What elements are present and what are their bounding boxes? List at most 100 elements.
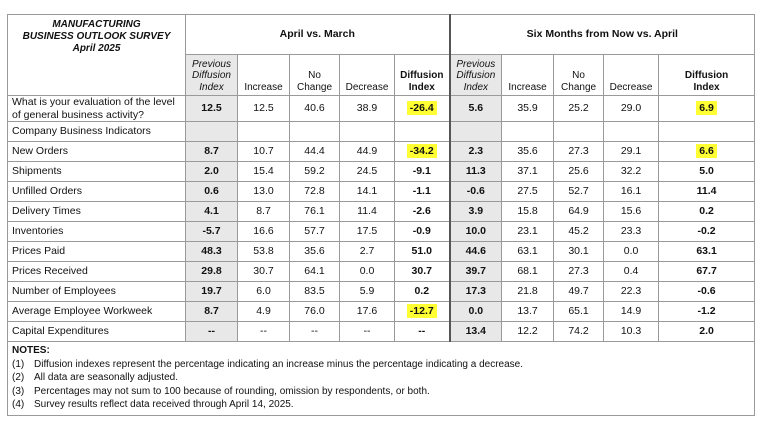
empty-cell [553,121,605,142]
cell-value: -- [363,325,371,338]
data-cell: 15.4 [237,161,290,182]
col-header-line: Diffusion [684,70,729,81]
data-cell: 0.2 [393,281,451,302]
data-cell: 22.3 [603,281,660,302]
col-increase-future: Increase [501,54,555,96]
empty-cell [658,121,756,142]
cell-value: 5.0 [699,165,714,178]
data-cell: 23.3 [603,221,660,242]
group-header-future: Six Months from Now vs. April [448,14,756,55]
cell-value: 10.7 [253,145,274,158]
notes-list: (1) Diffusion indexes represent the perce… [12,358,750,412]
cell-value: 30.7 [411,265,432,278]
data-cell: 39.7 [448,261,503,282]
data-cell: 16.1 [603,181,660,202]
data-cell: 13.0 [237,181,290,202]
cell-value: 19.7 [201,285,222,298]
notes-block: NOTES: (1) Diffusion indexes represent th… [6,341,756,416]
cell-value: 29.1 [620,145,642,158]
data-cell: 0.2 [658,201,756,222]
cell-value: 13.4 [465,325,487,338]
table-row: New Orders 8.7 10.7 44.4 44.9 -34.2 2.3 35.6 27.… [7,141,756,162]
cell-value: 44.9 [356,145,378,158]
data-cell: 0.4 [603,261,660,282]
cell-value: 0.0 [468,305,484,318]
cell-value: 2.0 [699,325,714,338]
data-cell: 29.1 [603,141,660,162]
cell-value: -- [260,325,267,338]
data-cell: 25.6 [553,161,605,182]
cell-value: 2.7 [359,245,375,258]
data-cell: 0.6 [185,181,238,202]
data-cell: -12.7 [393,301,451,322]
data-cell: 8.7 [185,301,238,322]
col-no-change-future: No Change [553,54,605,96]
col-diffusion-future: Diffusion Index [658,54,756,96]
col-header-line: No [308,70,321,81]
row-label-line: of general business activity? [12,108,144,121]
data-cell: 15.8 [501,201,555,222]
cell-value: 30.1 [568,245,589,258]
note-number: (4) [12,399,25,410]
table-row: Prices Paid 48.3 53.8 35.6 2.7 51.0 44.6 63.1 30… [7,241,756,262]
cell-value: -12.7 [406,304,437,319]
cell-value: 11.4 [696,185,717,198]
data-cell: 67.7 [658,261,756,282]
data-cell: 5.6 [448,95,503,122]
data-cell: 13.7 [501,301,555,322]
cell-value: 74.2 [568,325,589,338]
data-cell: 27.5 [501,181,555,202]
data-cell: 27.3 [553,261,605,282]
cell-value: 76.1 [304,205,325,218]
cell-value: 15.8 [517,205,538,218]
data-cell: 2.0 [185,161,238,182]
survey-table-body: What is your evaluation of the level of … [7,95,756,342]
cell-value: 49.7 [568,285,589,298]
data-cell: 63.1 [658,241,756,262]
data-cell: -2.6 [393,201,451,222]
table-row: Inventories -5.7 16.6 57.7 17.5 -0.9 10.0 23.1 4… [7,221,756,242]
row-label: What is your evaluation of the level of … [7,95,186,122]
data-cell: -0.9 [393,221,451,242]
table-row: Delivery Times 4.1 8.7 76.1 11.4 -2.6 3.9 15.8 6… [7,201,756,222]
empty-cell [603,121,660,142]
data-cell: 40.6 [289,95,340,122]
data-cell: 2.3 [448,141,503,162]
note-number: (1) [12,358,25,370]
data-cell: 35.6 [289,241,340,262]
data-cell: 64.1 [289,261,340,282]
cell-value: 8.7 [204,305,219,318]
data-cell: 5.0 [658,161,756,182]
cell-value: 0.6 [204,185,219,198]
cell-value: -26.4 [406,101,437,116]
cell-value: 0.2 [699,205,714,218]
col-decrease: Decrease [339,54,395,96]
cell-value: 17.3 [465,285,487,298]
cell-value: 4.9 [256,305,271,318]
cell-value: 15.4 [253,165,274,178]
data-cell: 30.1 [553,241,605,262]
data-cell: 0.0 [339,261,395,282]
cell-value: -- [208,325,215,338]
cell-value: 39.7 [465,265,487,278]
cell-value: 2.0 [204,165,219,178]
data-cell: 45.2 [553,221,605,242]
data-cell: 13.4 [448,321,503,342]
data-cell: 16.6 [237,221,290,242]
data-cell: 63.1 [501,241,555,262]
data-cell: -1.2 [658,301,756,322]
data-cell: 38.9 [339,95,395,122]
empty-cell [501,121,555,142]
data-cell: 76.0 [289,301,340,322]
data-cell: 10.3 [603,321,660,342]
data-cell: 30.7 [393,261,451,282]
table-row: Shipments 2.0 15.4 59.2 24.5 -9.1 11.3 37.1 25.6… [7,161,756,182]
row-label: Prices Received [7,261,186,282]
data-cell: 5.9 [339,281,395,302]
cell-value: -0.6 [466,185,485,198]
survey-table: MANUFACTURING BUSINESS OUTLOOK SURVEY Ap… [6,14,756,416]
data-cell: 12.2 [501,321,555,342]
note-number: (2) [12,372,25,383]
cell-value: 83.5 [304,285,325,298]
col-no-change: No Change [289,54,340,96]
